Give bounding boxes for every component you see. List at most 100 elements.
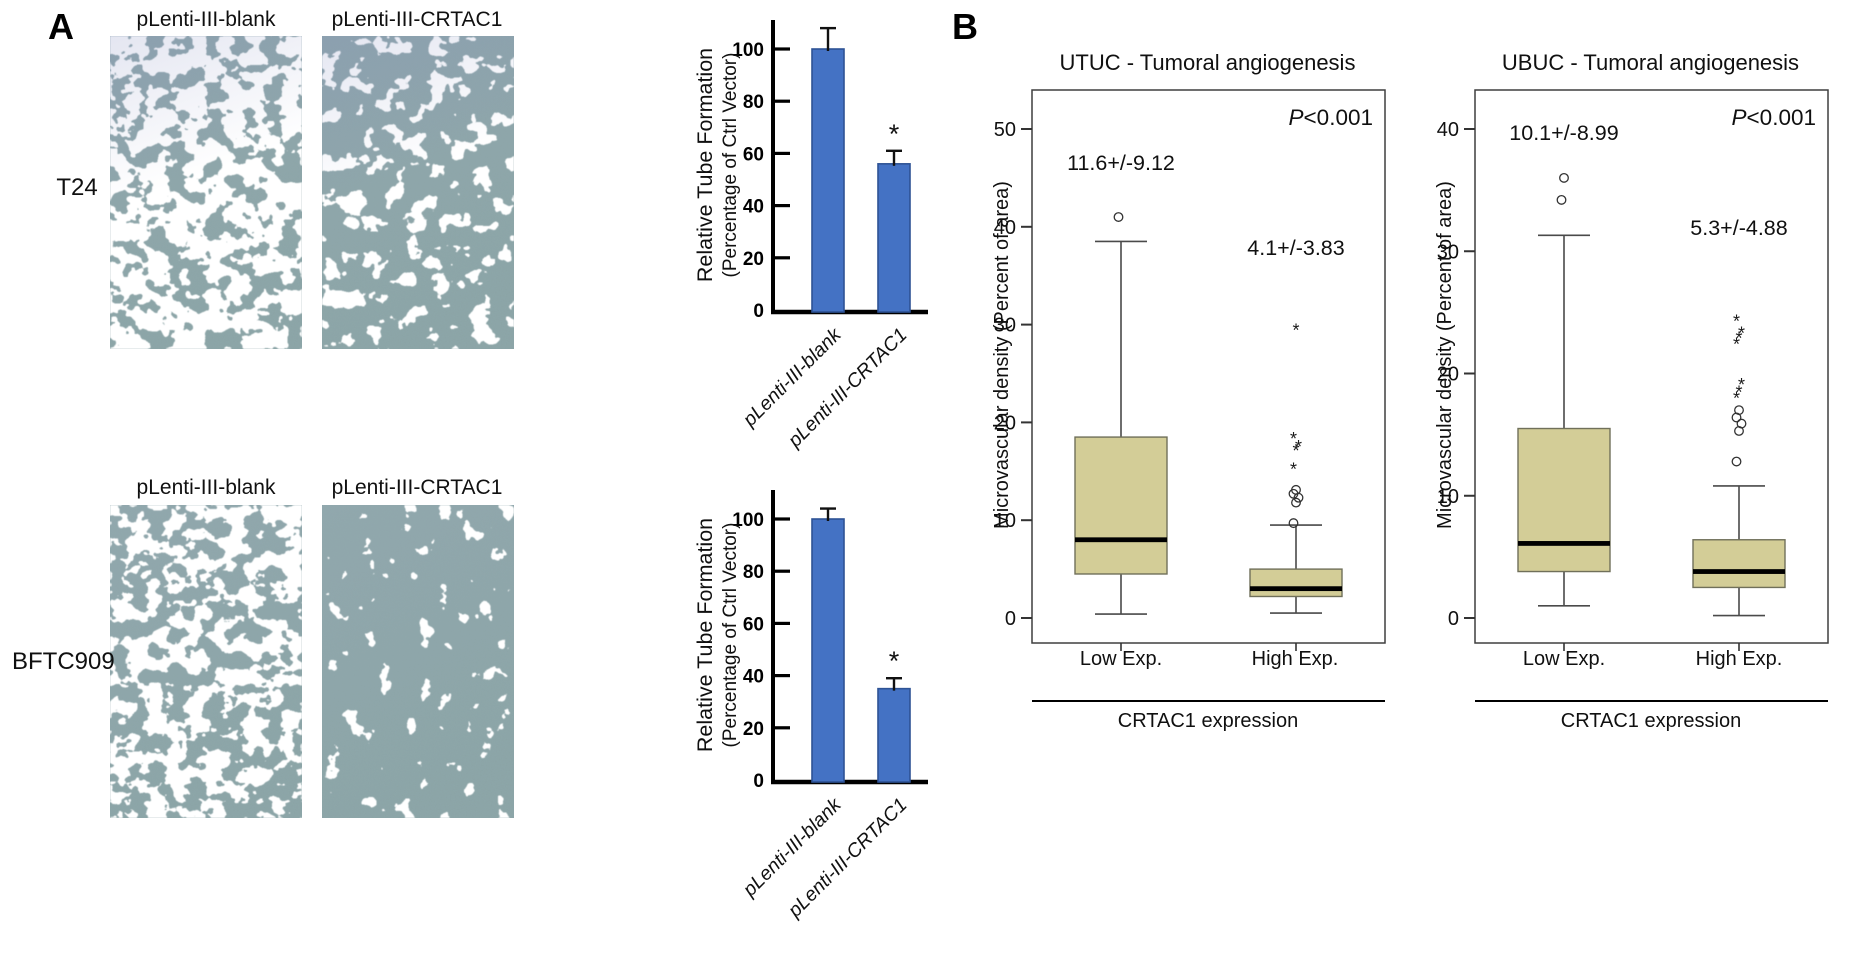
row-label-bftc909: BFTC909	[12, 648, 115, 675]
outlier-circle	[1731, 456, 1742, 467]
y-tick-label: 0	[753, 771, 764, 792]
y-tick-label: 50	[994, 119, 1016, 141]
outlier-circle	[1736, 418, 1747, 429]
y-axis-title-line1: Relative Tube Formation	[693, 48, 717, 282]
plot-frame	[1031, 89, 1386, 644]
y-tick-label: 100	[732, 510, 764, 531]
outlier-circle	[1559, 172, 1569, 183]
outlier-circle	[1556, 194, 1567, 205]
y-tick-label: 40	[743, 667, 764, 688]
bar-pLenti-III-blank	[811, 48, 845, 313]
y-tick-label: 20	[743, 249, 764, 270]
y-tick-label: 10	[1437, 486, 1459, 508]
ubuc-high-exp-label: High Exp.	[1695, 648, 1783, 670]
outlier-star: *	[1738, 324, 1745, 344]
outlier-star: *	[1290, 429, 1297, 449]
column-header-crtac1-row2: pLenti-III-CRTAC1	[331, 476, 503, 499]
y-tick-label: 20	[994, 412, 1016, 434]
micrograph-bftc909-crtac1	[322, 505, 514, 818]
y-tick-label: 20	[1437, 364, 1459, 386]
utuc-x-axis-label: CRTAC1 expression	[1117, 710, 1299, 732]
ubuc-x-axis-group-line	[1475, 700, 1828, 702]
mean-sd-annotation: 4.1+/-3.83	[1247, 236, 1344, 260]
outlier-circle	[1288, 518, 1299, 529]
row-label-t24: T24	[56, 174, 98, 201]
column-header-blank-row2: pLenti-III-blank	[136, 476, 276, 499]
utuc-low-exp-label: Low Exp.	[1079, 648, 1163, 670]
ubuc-low-exp-label: Low Exp.	[1522, 648, 1606, 670]
micrograph-bftc909-blank	[110, 505, 302, 818]
significance-star: *	[889, 119, 900, 149]
y-tick-label: 30	[1437, 241, 1459, 263]
mean-sd-annotation: 10.1+/-8.99	[1509, 121, 1618, 145]
utuc-high-exp-label: High Exp.	[1251, 648, 1339, 670]
ubuc-x-axis-label: CRTAC1 expression	[1560, 710, 1742, 732]
bar-pLenti-III-CRTAC1	[877, 687, 911, 783]
outlier-star: *	[1735, 329, 1742, 349]
outlier-circle	[1291, 484, 1301, 495]
outlier-star: *	[1295, 437, 1302, 457]
x-category-label: pLenti-III-CRTAC1	[783, 794, 911, 922]
outlier-star: *	[1733, 311, 1740, 331]
y-tick-label: 40	[994, 217, 1016, 239]
y-tick-label: 0	[1448, 608, 1459, 630]
y-axis-title-line2: (Percentage of Ctrl Vector)	[720, 523, 741, 748]
outlier-star: *	[1292, 441, 1299, 461]
mean-sd-annotation: 11.6+/-9.12	[1067, 151, 1175, 175]
utuc-plot-title: UTUC - Tumoral angiogenesis	[1059, 50, 1356, 75]
outlier-star: *	[1733, 389, 1740, 409]
outlier-circle	[1734, 405, 1744, 416]
y-tick-label: 10	[994, 510, 1016, 532]
y-tick-label: 80	[743, 92, 764, 113]
y-tick-label: 0	[1005, 608, 1016, 630]
box-Low Exp.	[1074, 436, 1168, 575]
outlier-circle	[1291, 497, 1301, 508]
y-tick-label: 40	[743, 197, 764, 218]
y-axis-title-line1: Relative Tube Formation	[693, 518, 717, 752]
utuc-box-plot: 0 10 20 30 40 50 P<0.001 11.6+/-9.12 * * * * * 4.1+/-…	[985, 85, 1390, 665]
bar-chart-t24: 0 20 40 60 80 100 Relative Tube Formation (Perc…	[688, 0, 948, 478]
y-tick-label: 40	[1437, 119, 1459, 141]
box-High Exp.	[1249, 568, 1343, 598]
panel-a-label: A	[48, 6, 74, 47]
p-value: P<0.001	[1289, 105, 1373, 130]
median-line	[1518, 541, 1610, 546]
outlier-star: *	[1292, 321, 1299, 341]
outlier-circle	[1113, 212, 1124, 222]
outlier-star: *	[1733, 335, 1740, 355]
p-value: P<0.001	[1732, 105, 1816, 130]
ubuc-box-plot: 0 10 20 30 40 P<0.001 10.1+/-8.99 * * * * * * * 5.3+/-…	[1428, 85, 1833, 665]
column-header-blank-row1: pLenti-III-blank	[136, 8, 276, 31]
y-tick-label: 60	[743, 614, 764, 635]
median-line	[1075, 537, 1167, 543]
box-Low Exp.	[1517, 427, 1611, 573]
micrograph-t24-crtac1	[322, 36, 514, 349]
y-tick-label: 80	[743, 562, 764, 583]
y-tick-label: 30	[994, 315, 1016, 337]
column-header-crtac1-row1: pLenti-III-CRTAC1	[331, 8, 503, 31]
y-tick-label: 60	[743, 144, 764, 165]
bar-chart-bftc909: 0 20 40 60 80 100 Relative Tube Formation (Perc…	[688, 470, 948, 948]
y-tick-label: 0	[753, 301, 764, 322]
t24-tube-formation-svg: 0 20 40 60 80 100 Relative Tube Formation (Perc…	[693, 20, 928, 452]
x-category-label: pLenti-III-CRTAC1	[783, 324, 911, 452]
outlier-star: *	[1290, 459, 1297, 479]
plot-frame	[1474, 89, 1829, 644]
bar-pLenti-III-blank	[811, 518, 845, 783]
ubuc-plot-title: UBUC - Tumoral angiogenesis	[1501, 50, 1800, 75]
outlier-star: *	[1738, 375, 1745, 395]
mean-sd-annotation: 5.3+/-4.88	[1690, 216, 1787, 240]
panel-b-label: B	[952, 6, 978, 47]
bftc909-tube-formation-svg: 0 20 40 60 80 100 Relative Tube Formation (Perc…	[693, 490, 928, 922]
utuc-x-axis-group-line	[1032, 700, 1385, 702]
median-line	[1693, 569, 1785, 574]
median-line	[1250, 586, 1342, 592]
y-tick-label: 20	[743, 719, 764, 740]
significance-star: *	[889, 646, 900, 676]
box-High Exp.	[1692, 539, 1786, 589]
y-tick-label: 100	[732, 40, 764, 61]
bar-pLenti-III-CRTAC1	[877, 163, 911, 313]
outlier-star: *	[1735, 382, 1742, 402]
